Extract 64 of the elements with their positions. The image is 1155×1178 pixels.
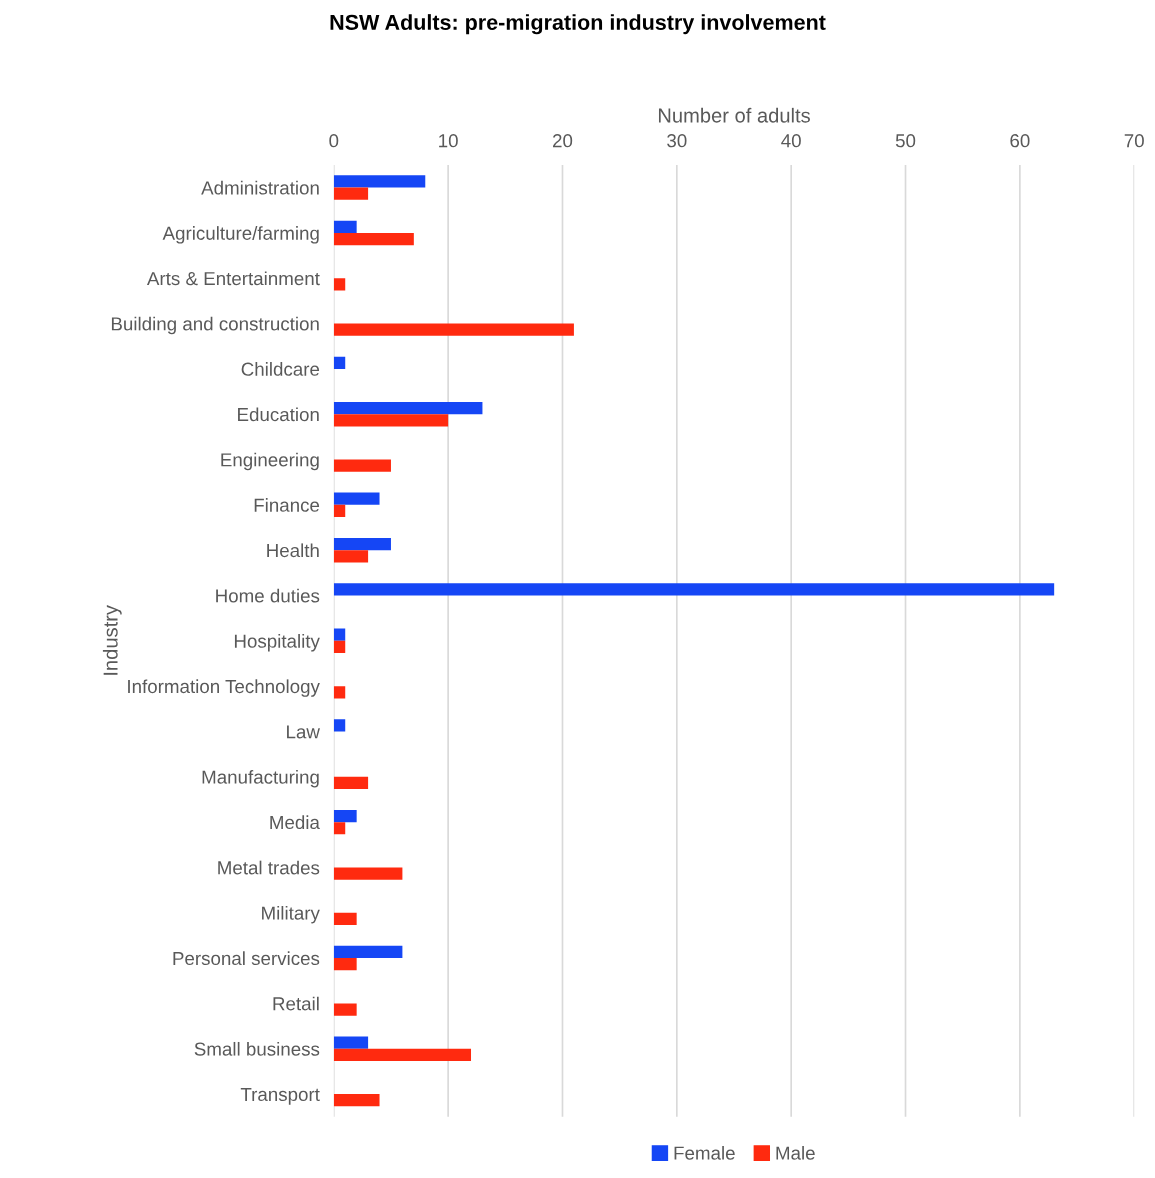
x-tick-label: 0 [329,134,339,148]
bar [333,719,346,732]
bar [333,958,357,971]
bar [333,809,357,823]
y-tick-label: Arts & Entertainment [146,271,320,286]
x-tick-label: 20 [553,134,573,148]
bar [333,550,369,563]
bar [333,537,391,551]
bar [333,686,346,699]
y-tick-label: Manufacturing [202,770,319,788]
bar [333,1003,357,1016]
y-tick-label: Law [287,725,320,739]
y-tick-label: Education [238,407,319,422]
x-tick-label: 30 [667,134,687,148]
bar [333,912,357,926]
bar [333,822,346,835]
bar [333,492,380,505]
bar [333,232,414,246]
y-tick-label: Childcare [241,362,320,376]
bar [333,220,357,233]
y-tick-label: Information Technology [128,679,320,697]
bar [333,356,346,369]
y-tick-label: Military [262,905,320,924]
bar [333,401,483,415]
y-tick-label: Personal services [173,951,320,966]
bar [333,323,574,336]
bar [333,776,369,790]
x-tick-label: 10 [439,134,458,148]
y-tick-label: Health [267,543,319,558]
bar [333,628,346,641]
x-tick-label: 50 [895,134,916,148]
y-tick-label: Transport [240,1087,320,1105]
bar [333,175,426,188]
legend-label: Female [674,1146,735,1160]
x-axis-title: Number of adults [658,107,810,123]
x-tick-label: 40 [781,134,801,148]
y-tick-label: Small business [194,1041,320,1056]
y-tick-label: Administration [201,180,319,195]
y-tick-label: Building and construction [111,316,319,335]
bar [333,504,346,518]
bar [333,583,1055,596]
x-tick-label: 70 [1124,134,1144,148]
bar [333,187,369,200]
y-tick-label: Metal trades [218,860,320,875]
y-axis-title: Industry [102,605,122,675]
y-tick-label: Retail [273,996,319,1011]
bar [333,414,449,427]
bar [333,1048,472,1061]
y-tick-label: Hospitality [234,634,320,652]
y-tick-label: Agriculture/farming [162,226,319,244]
y-tick-label: Home duties [216,588,320,603]
bar [333,640,346,654]
y-tick-label: Media [270,815,320,830]
bar [333,278,346,291]
y-tick-label: Finance [254,498,320,512]
legend-label: Male [776,1146,815,1160]
y-tick-label: Engineering [221,452,319,471]
bar [333,459,391,472]
chart-title: NSW Adults: pre-migration industry involvement [330,14,826,35]
bar [333,867,403,880]
bar [333,945,403,959]
x-tick-label: 60 [1010,134,1030,148]
bar [333,1036,369,1049]
bar [333,1094,380,1107]
